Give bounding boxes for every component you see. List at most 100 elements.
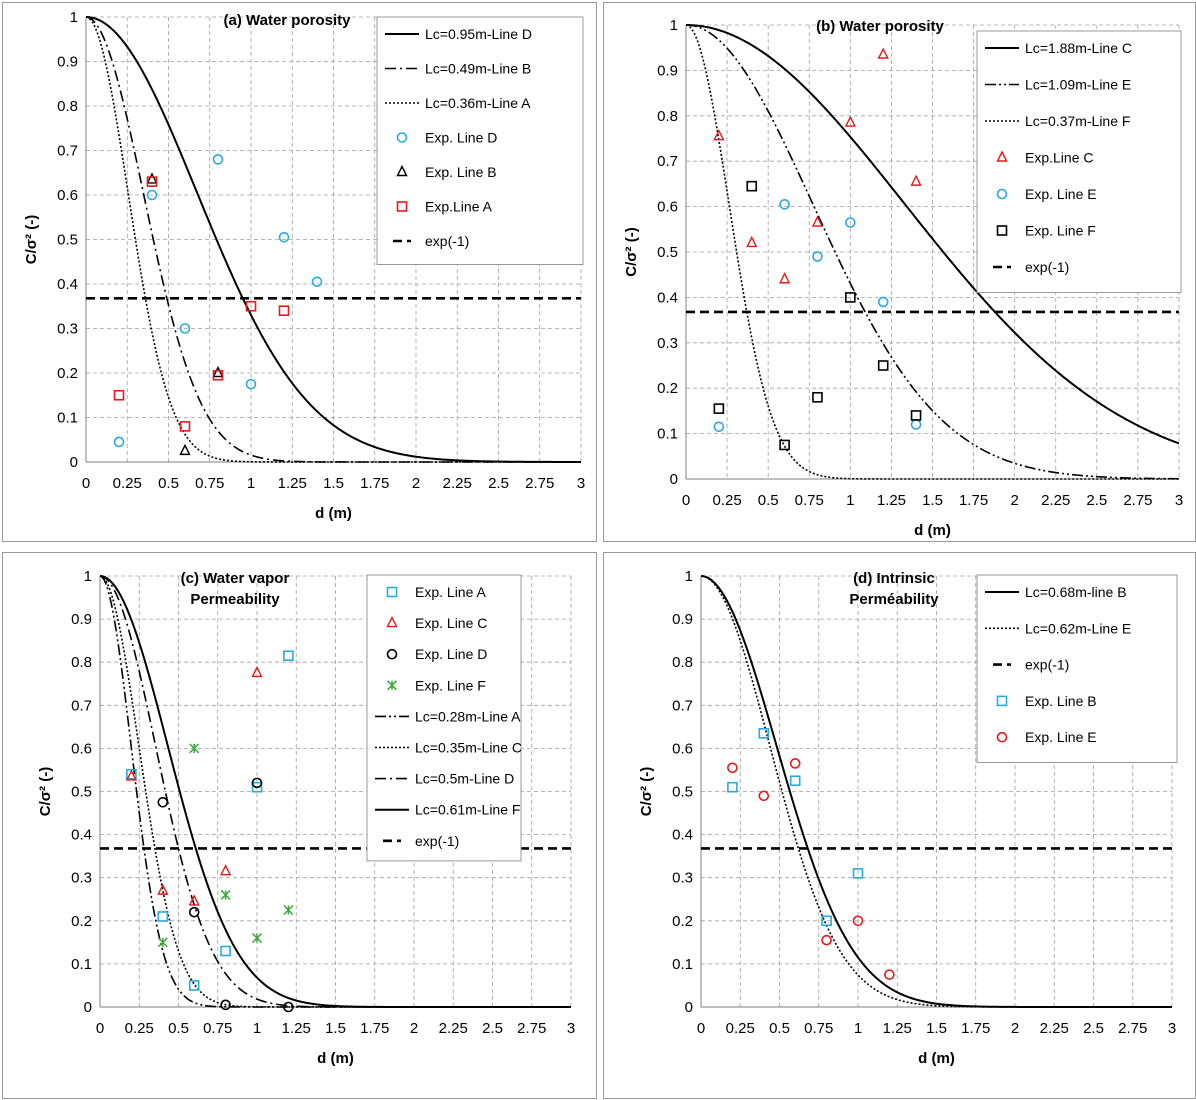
y-tick-label: 1 [70, 9, 78, 26]
legend-label: Exp. Line B [425, 164, 497, 180]
data-point [113, 436, 125, 448]
data-point [779, 439, 790, 451]
legend-swatch-marker [386, 616, 398, 628]
x-tick-label: 2.25 [443, 475, 472, 492]
data-point [179, 421, 191, 432]
legend-label: Lc=0.5m-Line D [415, 771, 514, 787]
y-tick-label: 0.6 [672, 740, 693, 757]
legend: Lc=1.88m-Line C Lc=1.09m-Line E Lc=0.37m-L… [976, 30, 1182, 293]
legend-label: Lc=0.95m-Line D [425, 26, 532, 42]
y-tick-label: 1 [84, 568, 92, 585]
data-point [877, 360, 889, 371]
data-point [778, 272, 791, 284]
data-point [245, 378, 257, 390]
data-point [220, 945, 231, 957]
data-point [251, 777, 263, 789]
x-tick-label: 0.25 [726, 1020, 755, 1037]
curve-2 [86, 16, 581, 463]
y-tick-label: 0.7 [57, 143, 78, 160]
legend-label: Lc=0.35m-Line C [415, 740, 522, 756]
panel-d: 0 0.25 0.5 0.75 1 1.25 1.5 1.75 2 2.25 2.5 2.75 3 0 0.… [603, 552, 1196, 1099]
data-point [713, 403, 725, 414]
y-axis-label: C/σ² (-) [37, 767, 54, 816]
y-tick-label: 1 [670, 17, 678, 34]
legend-label: Lc=0.36m-Line A [425, 95, 531, 111]
y-tick-label: 0.1 [71, 956, 92, 973]
x-tick-label: 1 [846, 492, 854, 509]
x-tick-label: 3 [1175, 492, 1183, 509]
x-tick-label: 1.25 [877, 492, 906, 509]
legend-box [366, 574, 522, 862]
x-tick-label: 2.5 [1086, 492, 1107, 509]
legend: Lc=0.68m-line B Lc=0.62m-Line E exp(-1) Exp… [976, 574, 1178, 763]
data-point [311, 276, 323, 288]
curve-2 [701, 575, 1172, 1008]
legend-label: Exp. Line D [425, 130, 497, 146]
data-point [789, 775, 801, 787]
data-point [727, 762, 738, 774]
y-tick-label: 0.7 [71, 697, 92, 714]
chart-title: (d) Intrinsic [853, 570, 935, 587]
x-tick-label: 0 [697, 1020, 705, 1037]
data-point [157, 796, 169, 808]
y-tick-label: 0.3 [57, 321, 78, 338]
chart-title: (b) Water porosity [816, 18, 944, 35]
y-tick-label: 0.3 [672, 870, 693, 887]
data-point [157, 883, 169, 895]
data-point [188, 906, 200, 918]
x-tick-label: 1 [854, 1020, 862, 1037]
y-tick-label: 0.9 [57, 54, 78, 71]
legend-box [976, 574, 1178, 763]
data-point [188, 980, 200, 991]
x-tick-label: 3 [577, 475, 585, 492]
curve-1 [100, 575, 571, 1008]
data-point [251, 781, 263, 793]
y-tick-label: 0.4 [71, 827, 92, 844]
data-point [845, 217, 856, 228]
data-point [283, 904, 294, 916]
data-point [212, 154, 224, 165]
data-point [245, 300, 257, 312]
legend-label: exp(-1) [1025, 657, 1069, 673]
y-tick-label: 0.3 [657, 335, 678, 352]
y-tick-label: 0.1 [657, 426, 678, 443]
y-axis-label: C/σ² (-) [23, 215, 40, 264]
x-tick-label: 0.5 [769, 1020, 790, 1037]
legend-label: Exp. Line F [1025, 223, 1096, 239]
data-point [212, 369, 224, 381]
x-tick-label: 0.75 [203, 1020, 232, 1037]
y-tick-label: 0.6 [57, 187, 78, 204]
legend-label: Lc=0.68m-line B [1025, 584, 1127, 600]
x-tick-label: 2 [1010, 492, 1018, 509]
data-point [146, 172, 158, 184]
chart-b: 0 0.25 0.5 0.75 1 1.25 1.5 1.75 2 2.25 2.5 2.75 3 0 0.… [623, 17, 1183, 539]
data-point [845, 292, 856, 303]
y-tick-label: 0.1 [672, 956, 693, 973]
data-point [251, 933, 263, 944]
legend: Lc=0.95m-Line D Lc=0.49m-Line B Lc=0.36m-L… [376, 16, 584, 265]
legend-label: exp(-1) [415, 833, 459, 849]
legend-label: Exp. Line C [415, 615, 487, 631]
curves [100, 575, 571, 1008]
x-tick-label: 0 [96, 1020, 104, 1037]
legend-label: Lc=0.28m-Line A [415, 708, 521, 724]
data-point [812, 391, 823, 403]
x-tick-label: 1 [247, 475, 255, 492]
data-point [877, 296, 889, 308]
y-tick-label: 0.3 [71, 870, 92, 887]
data-point [844, 115, 856, 127]
x-axis-label: d (m) [914, 522, 951, 539]
data-point [113, 389, 125, 401]
y-tick-label: 0.8 [71, 654, 92, 671]
y-tick-label: 0 [84, 999, 92, 1016]
data-point [758, 790, 770, 802]
legend: Exp. Line A Exp. Line C Exp. Line D Exp. Li… [366, 574, 522, 862]
y-tick-label: 0.2 [71, 913, 92, 930]
x-axis-label: d (m) [918, 1050, 955, 1067]
x-tick-label: 2.5 [482, 1020, 503, 1037]
legend-label: Exp. Line E [1025, 186, 1097, 202]
x-tick-label: 1.25 [883, 1020, 912, 1037]
x-tick-label: 1.25 [278, 475, 307, 492]
x-tick-label: 0.5 [758, 492, 779, 509]
x-tick-label: 0.5 [158, 475, 179, 492]
